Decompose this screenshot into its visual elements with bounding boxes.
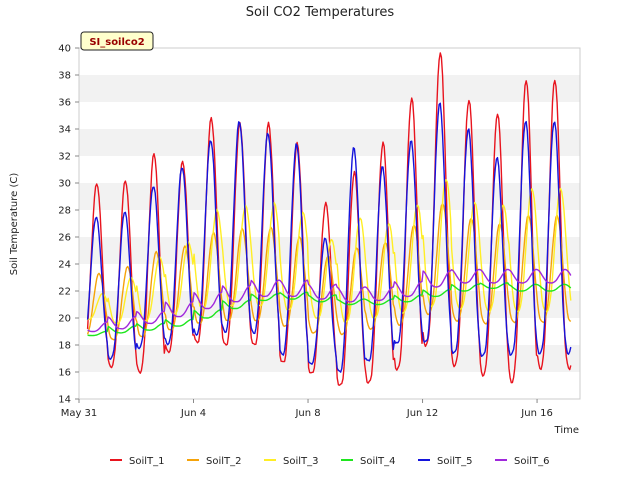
y-axis: 14 16 18 20 22 24 26 28 30 32 34 36 38 40	[58, 44, 79, 406]
series-line-soilt_5	[86, 102, 572, 373]
legend-label: SoilT_6	[514, 456, 550, 467]
grid-band	[79, 156, 580, 183]
series-line-soilt_4	[87, 282, 572, 337]
grid-band	[79, 75, 580, 102]
grid-band	[79, 48, 580, 75]
series-layer	[86, 52, 572, 386]
grid-band	[79, 345, 580, 372]
y-tick-label: 20	[58, 314, 71, 325]
legend-label: SoilT_5	[437, 456, 473, 467]
legend-item-soilt_6: SoilT_6	[495, 456, 550, 467]
x-tick-label: Jun 8	[294, 408, 320, 419]
legend-item-soilt_5: SoilT_5	[418, 456, 473, 467]
legend-item-soilt_2: SoilT_2	[187, 456, 242, 467]
site-label-box: SI_soilco2	[80, 31, 154, 51]
y-tick-label: 34	[58, 125, 71, 136]
legend: SoilT_1 SoilT_2 SoilT_3 SoilT_4 SoilT_5 SoilT…	[110, 456, 550, 467]
y-tick-label: 22	[58, 287, 71, 298]
y-tick-label: 24	[58, 260, 71, 271]
series-line-soilt_6	[87, 268, 572, 333]
y-tick-label: 32	[58, 152, 71, 163]
x-tick-label: Jun 4	[180, 408, 206, 419]
y-tick-label: 30	[58, 179, 71, 190]
series-line-soilt_3	[87, 178, 572, 325]
legend-label: SoilT_1	[129, 456, 165, 467]
y-tick-label: 14	[58, 395, 71, 406]
chart-title: Soil CO2 Temperatures	[246, 5, 395, 20]
grid-bands	[79, 48, 580, 399]
site-label: SI_soilco2	[89, 37, 144, 48]
y-tick-label: 36	[58, 98, 71, 109]
legend-item-soilt_3: SoilT_3	[264, 456, 319, 467]
grid-band	[79, 372, 580, 399]
y-tick-label: 38	[58, 71, 71, 82]
x-axis: May 31 Jun 4 Jun 8 Jun 12 Jun 16	[61, 399, 553, 419]
x-tick-label: May 31	[61, 408, 98, 419]
site-label-background	[80, 31, 154, 51]
x-tick-label: Jun 12	[406, 408, 439, 419]
grid-band	[79, 102, 580, 129]
legend-label: SoilT_2	[206, 456, 242, 467]
legend-label: SoilT_4	[360, 456, 396, 467]
y-tick-label: 40	[58, 44, 71, 55]
grid-band	[79, 129, 580, 156]
y-tick-label: 16	[58, 368, 71, 379]
y-tick-label: 26	[58, 233, 71, 244]
x-tick-label: Jun 16	[520, 408, 553, 419]
x-axis-label: Time	[554, 425, 579, 436]
legend-item-soilt_1: SoilT_1	[110, 456, 165, 467]
y-tick-label: 28	[58, 206, 71, 217]
y-axis-label: Soil Temperature (C)	[9, 173, 20, 276]
y-tick-label: 18	[58, 341, 71, 352]
plot-area	[78, 47, 581, 400]
legend-item-soilt_4: SoilT_4	[341, 456, 396, 467]
grid-band	[79, 183, 580, 210]
legend-label: SoilT_3	[283, 456, 319, 467]
